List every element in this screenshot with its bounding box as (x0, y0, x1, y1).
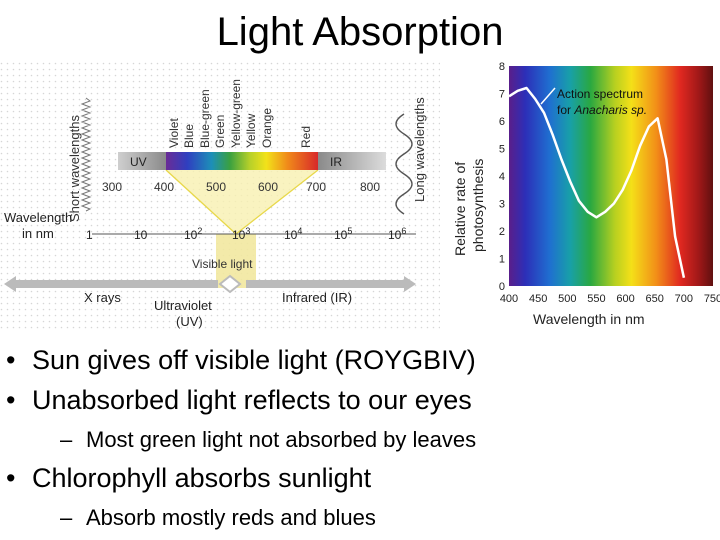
visible-light-beam (166, 170, 318, 234)
log-tick-0: 1 (86, 228, 93, 242)
y-tick-label: 1 (499, 254, 505, 266)
band-arrow-left (4, 276, 16, 292)
x-tick-label: 450 (529, 293, 547, 305)
y-tick-label: 0 (499, 281, 505, 293)
y-tick-label: 7 (499, 89, 505, 101)
ir-band (318, 152, 386, 170)
long-wavelengths-label: Long wavelengths (412, 97, 427, 202)
ultraviolet-label: Ultraviolet (154, 298, 212, 313)
color-name-red: Red (299, 126, 313, 148)
color-name-blue-green: Blue-green (198, 89, 212, 148)
y-axis-label-line-1: Relative rate of (452, 162, 468, 256)
log-tick-3: 103 (232, 226, 250, 242)
action-spectrum-chart: 0 1 2 3 4 5 6 7 8 400 450 500 550 600 650 700 750 Actio… (452, 61, 720, 327)
x-tick-label: 650 (646, 293, 664, 305)
sub-bullet-item-2: – Absorb mostly reds and blues (60, 504, 376, 532)
in-nm-label: in nm (22, 226, 54, 241)
x-tick-label: 550 (587, 293, 605, 305)
color-name-green: Green (213, 115, 227, 148)
nm-tick-800: 800 (360, 180, 380, 194)
y-tick-label: 8 (499, 61, 505, 73)
uv-label: UV (130, 155, 147, 169)
uv-paren-label: (UV) (176, 314, 203, 329)
x-tick-label: 400 (500, 293, 518, 305)
beam-edge-right (235, 169, 319, 235)
sub-bullet-dash: – (60, 505, 73, 530)
sub-bullet-text: Most green light not absorbed by leaves (86, 427, 477, 452)
log-tick-1: 10 (134, 228, 148, 242)
band-arrow-right (404, 276, 416, 292)
color-name-yellow-green: Yellow-green (229, 79, 243, 148)
bullet-item-2: • Unabsorbed light reflects to our eyes (6, 384, 472, 416)
bullet-item-3: • Chlorophyll absorbs sunlight (6, 462, 371, 494)
nm-tick-700: 700 (306, 180, 326, 194)
log-ticks: 1 10 102 103 104 105 106 (86, 226, 406, 242)
sub-bullet-dash: – (60, 427, 73, 452)
annotation-pointer (540, 87, 556, 105)
nm-tick-400: 400 (154, 180, 174, 194)
visible-band-column (216, 234, 256, 288)
action-spectrum-curve (508, 86, 686, 279)
x-tick-label: 700 (675, 293, 693, 305)
bullet-text: Chlorophyll absorbs sunlight (32, 463, 372, 493)
y-tick-label: 6 (499, 116, 505, 128)
y-tick-label: 4 (499, 171, 505, 183)
log-tick-2: 102 (184, 226, 202, 242)
nm-ticks: 300 400 500 600 700 800 (102, 180, 380, 194)
x-axis-label: Wavelength in nm (533, 311, 645, 327)
bullet-text: Sun gives off visible light (ROYGBIV) (32, 345, 476, 375)
x-ticks: 400 450 500 550 600 650 700 750 (500, 293, 720, 305)
uv-band (118, 152, 166, 170)
log-tick-6: 106 (388, 226, 406, 242)
short-wave-squiggle (80, 97, 92, 212)
y-tick-label: 2 (499, 226, 505, 238)
ir-label: IR (330, 155, 342, 169)
x-rays-label: X rays (84, 290, 121, 305)
y-axis-label-line-2: photosynthesis (470, 159, 486, 252)
sub-bullet-item-1: – Most green light not absorbed by leaves (60, 426, 476, 454)
visible-light-label: Visible light (192, 257, 253, 271)
wavelength-label: Wavelength (4, 210, 72, 225)
visible-diamond-marker (218, 274, 242, 294)
color-name-orange: Orange (260, 108, 274, 148)
color-names: Violet Blue Blue-green Green Yellow-gree… (167, 79, 313, 148)
x-tick-label: 750 (704, 293, 720, 305)
log-tick-4: 104 (284, 226, 302, 242)
color-name-yellow: Yellow (244, 113, 258, 148)
bullet-text: Unabsorbed light reflects to our eyes (32, 385, 472, 415)
nm-tick-600: 600 (258, 180, 278, 194)
infrared-label: Infrared (IR) (282, 290, 352, 305)
spectrum-figure: Short wavelengths Long wavelengths Viole… (0, 62, 440, 330)
visible-band (166, 152, 318, 170)
y-tick-label: 3 (499, 199, 505, 211)
y-ticks: 0 1 2 3 4 5 6 7 8 (499, 61, 505, 293)
bullet-dot: • (6, 463, 16, 493)
nm-tick-500: 500 (206, 180, 226, 194)
nm-tick-300: 300 (102, 180, 122, 194)
long-wave-curve (395, 113, 413, 215)
color-name-blue: Blue (182, 124, 196, 148)
bullet-list: • Sun gives off visible light (ROYGBIV) •… (0, 340, 720, 540)
x-tick-label: 600 (616, 293, 634, 305)
beam-edge-left (165, 169, 237, 235)
short-wavelengths-label: Short wavelengths (67, 115, 82, 222)
log-tick-5: 105 (334, 226, 352, 242)
sub-bullet-text: Absorb mostly reds and blues (86, 505, 376, 530)
annotation-line-1: Action spectrum (557, 87, 643, 101)
color-name-violet: Violet (167, 118, 181, 148)
y-tick-label: 5 (499, 144, 505, 156)
bullet-dot: • (6, 385, 16, 415)
slide-title: Light Absorption (216, 10, 504, 54)
annotation-line-2: for Anacharis sp. (557, 103, 647, 117)
bullet-item-1: • Sun gives off visible light (ROYGBIV) (6, 344, 476, 376)
bullet-dot: • (6, 345, 16, 375)
x-tick-label: 500 (558, 293, 576, 305)
